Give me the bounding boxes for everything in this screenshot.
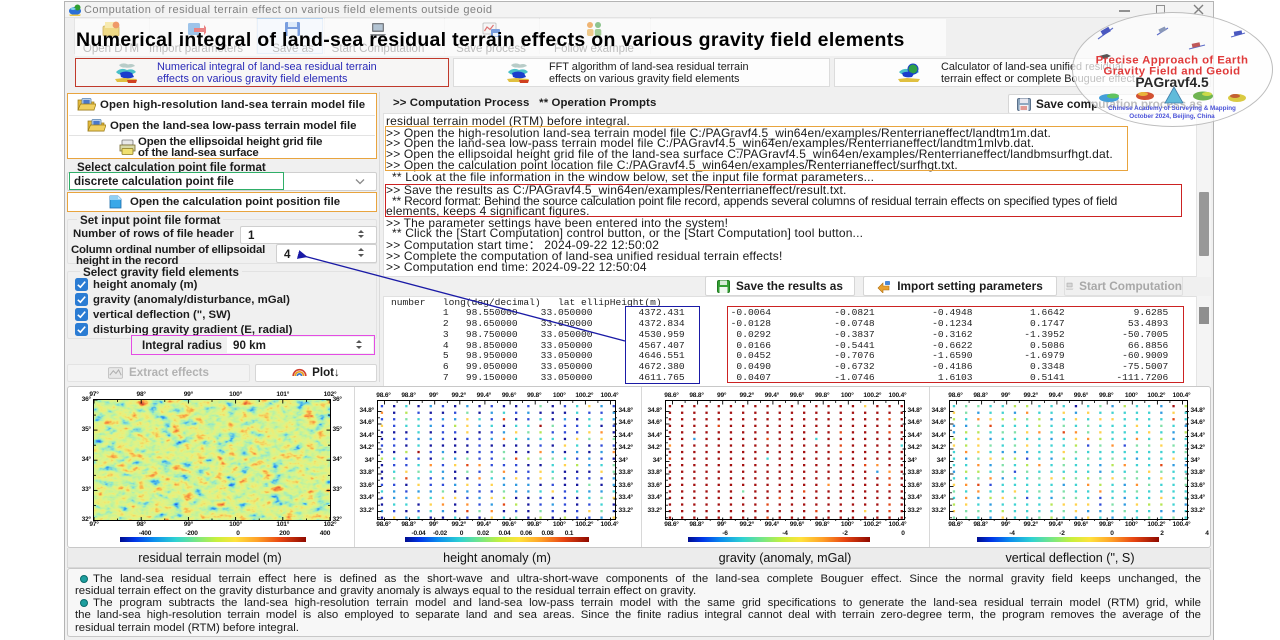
svg-text:Chinese Academy of Surveying &: Chinese Academy of Surveying & Mapping [1108,105,1236,112]
svg-text:October 2024, Beijing, Chin: October 2024, Beijing, China [1129,113,1215,120]
svg-text:Gravity Field and Geoid: Gravity Field and Geoid [1103,66,1240,78]
svg-text:Precise Approach of Earth: Precise Approach of Earth [1096,55,1249,67]
svg-text:PAGravf4.5: PAGravf4.5 [1135,75,1209,90]
